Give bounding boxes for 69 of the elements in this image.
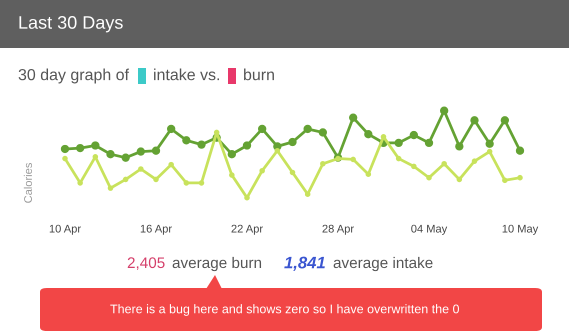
text: 30 day graph of: [18, 68, 130, 84]
point: [394, 138, 403, 148]
point: [364, 130, 372, 138]
point: [259, 168, 265, 174]
point: [106, 150, 115, 158]
point: [440, 106, 448, 115]
x-tick-label: 10 Apr: [50, 224, 81, 235]
point: [167, 124, 176, 134]
point: [318, 128, 327, 137]
point: [516, 146, 524, 155]
point: [242, 141, 252, 150]
point: [197, 140, 206, 149]
point: [366, 171, 372, 177]
text: There is a bug here and shows zero so I have overwritten the 0: [110, 304, 460, 316]
chart-title: Last 30 Days: [19, 16, 123, 32]
text: intake vs.: [154, 68, 220, 80]
point: [350, 156, 356, 162]
x-tick-label: 28 Apr: [322, 224, 354, 235]
point: [517, 174, 523, 180]
point: [182, 136, 190, 144]
point: [62, 156, 68, 162]
point: [500, 116, 509, 124]
point: [304, 124, 312, 134]
point: [228, 150, 236, 158]
point: [138, 166, 144, 172]
point: [108, 185, 114, 191]
point: [411, 164, 417, 170]
point: [455, 142, 464, 151]
text: 2,405: [128, 257, 165, 270]
point: [76, 144, 84, 152]
point: [410, 130, 418, 140]
x-tick-label: 16 Apr: [140, 224, 172, 235]
x-tick-label: 04 May: [411, 224, 448, 235]
point: [349, 113, 358, 122]
point: [502, 178, 508, 184]
point: [244, 194, 250, 200]
point: [136, 147, 145, 156]
point: [486, 140, 494, 148]
point: [472, 158, 478, 164]
point: [486, 148, 492, 154]
point: [424, 138, 434, 148]
text: 1,841: [284, 256, 325, 271]
point: [258, 124, 266, 134]
point: [184, 180, 190, 186]
point: [426, 174, 432, 180]
point: [152, 146, 160, 155]
point: [198, 180, 204, 186]
point: [396, 156, 402, 162]
point: [229, 172, 235, 178]
point: [290, 170, 296, 176]
point: [288, 138, 297, 146]
x-tick-label: 22 Apr: [231, 224, 263, 235]
x-tick-label: 10 May: [502, 224, 538, 235]
point: [60, 144, 70, 154]
point: [441, 160, 447, 167]
point: [77, 180, 83, 186]
y-axis-title: Calories: [24, 163, 32, 203]
text: burn: [244, 68, 274, 80]
point: [153, 176, 159, 182]
point: [122, 176, 128, 182]
point: [122, 154, 130, 162]
text: average burn: [172, 256, 262, 272]
point: [320, 160, 326, 167]
point: [168, 162, 174, 168]
text: average intake: [334, 256, 433, 272]
point: [274, 148, 280, 154]
point: [91, 141, 100, 150]
point: [456, 176, 462, 182]
point: [470, 116, 479, 124]
